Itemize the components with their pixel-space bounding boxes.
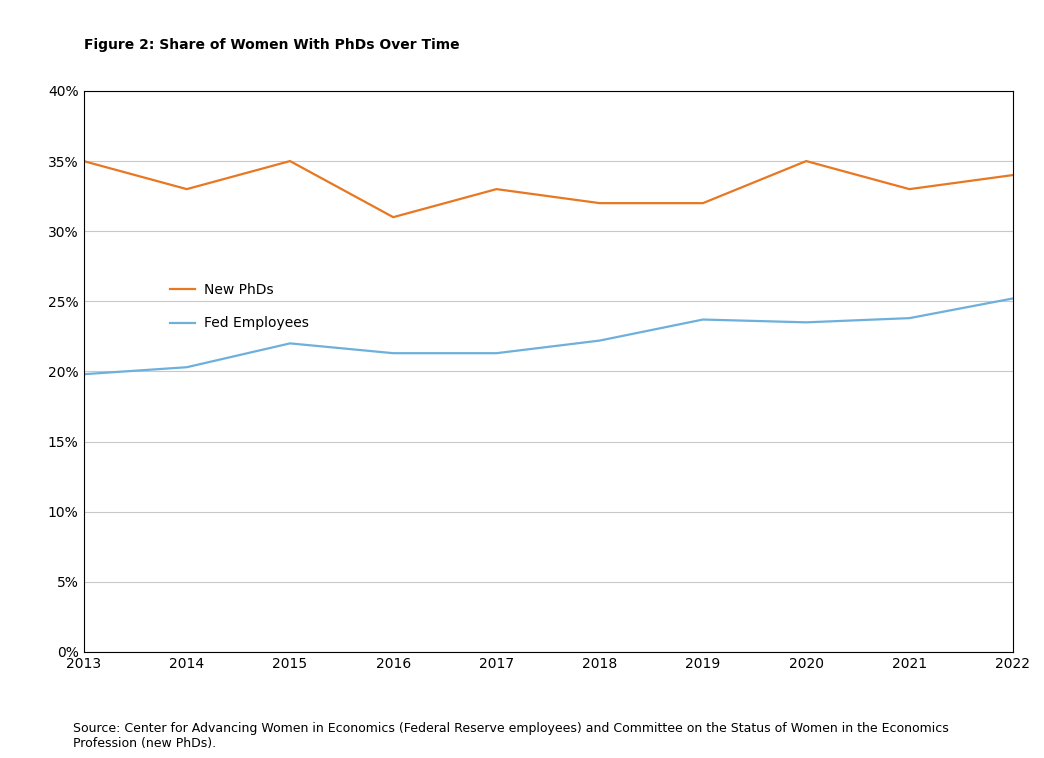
Fed Employees xyxy=(284,339,296,348)
New PhDs xyxy=(1006,171,1019,180)
New PhDs xyxy=(387,213,400,222)
New PhDs xyxy=(696,199,709,208)
Fed Employees xyxy=(387,349,400,358)
New PhDs xyxy=(77,157,90,166)
Fed Employees xyxy=(696,315,709,324)
Fed Employees xyxy=(800,318,812,327)
New PhDs xyxy=(593,199,606,208)
Fed Employees xyxy=(1006,294,1019,303)
Line: Fed Employees: Fed Employees xyxy=(84,299,1013,374)
Text: Figure 2: Share of Women With PhDs Over Time: Figure 2: Share of Women With PhDs Over … xyxy=(84,39,459,52)
Line: New PhDs: New PhDs xyxy=(84,161,1013,218)
Text: Source: Center for Advancing Women in Economics (Federal Reserve employees) and : Source: Center for Advancing Women in Ec… xyxy=(73,722,949,750)
Fed Employees xyxy=(593,336,606,345)
New PhDs xyxy=(800,157,812,166)
Fed Employees xyxy=(181,362,193,371)
New PhDs xyxy=(284,157,296,166)
Legend: New PhDs, Fed Employees: New PhDs, Fed Employees xyxy=(165,277,314,336)
New PhDs xyxy=(181,185,193,194)
Fed Employees xyxy=(77,370,90,379)
Fed Employees xyxy=(903,314,916,323)
Fed Employees xyxy=(491,349,503,358)
New PhDs xyxy=(903,185,916,194)
New PhDs xyxy=(491,185,503,194)
